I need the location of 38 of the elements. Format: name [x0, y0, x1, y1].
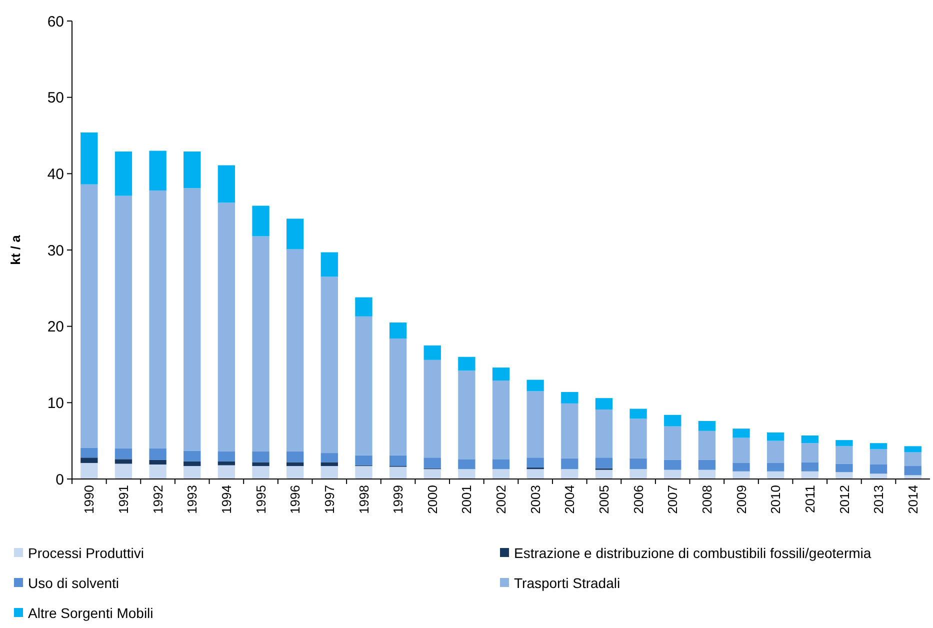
y-tick-label: 0 [56, 471, 64, 488]
legend-label: Trasporti Stradali [514, 574, 620, 591]
x-tick-label: 1997 [322, 485, 337, 514]
legend-label: Uso di solventi [28, 574, 120, 591]
x-tick-label: 1994 [218, 485, 234, 514]
y-tick-label: 20 [47, 318, 64, 336]
x-tick-label: 2014 [905, 485, 920, 514]
x-tick-label: 2009 [734, 485, 749, 514]
x-tick-label: 1995 [253, 485, 268, 514]
x-tick-label: 2001 [459, 485, 474, 514]
y-tick-label: 30 [47, 242, 64, 260]
x-tick-label: 2000 [424, 485, 440, 514]
x-tick-label: 1999 [390, 485, 406, 514]
legend-label: Estrazione e distribuzione di combustibili fossili/geotermia [514, 544, 872, 561]
legend-label: Altre Sorgenti Mobili [28, 604, 154, 621]
x-tick-label: 2013 [871, 485, 886, 514]
x-tick-label: 1991 [116, 485, 132, 514]
x-tick-label: 2005 [596, 485, 612, 514]
x-tick-label: 2010 [768, 485, 784, 514]
x-tick-label: 1998 [356, 485, 372, 514]
x-tick-label: 2004 [562, 485, 578, 514]
x-tick-label: 2003 [528, 485, 543, 514]
y-tick-label: 10 [47, 394, 64, 412]
x-tick-label: 1993 [184, 485, 200, 514]
x-tick-label: 1996 [288, 485, 303, 514]
x-tick-label: 2012 [836, 485, 852, 514]
x-tick-label: 2007 [665, 485, 680, 514]
x-tick-label: 1992 [150, 485, 166, 514]
y-tick-label: 50 [47, 90, 64, 107]
y-axis-title: kt / a [8, 234, 23, 265]
legend-label: Processi Produttivi [28, 544, 144, 561]
y-tick-label: 40 [47, 166, 64, 183]
x-tick-label: 2006 [630, 485, 646, 514]
y-tick-label: 60 [47, 13, 64, 30]
x-tick-label: 2002 [494, 485, 509, 514]
x-tick-label: 1990 [82, 485, 97, 514]
x-tick-label: 2008 [699, 485, 714, 514]
x-tick-label: 2011 [802, 485, 818, 513]
